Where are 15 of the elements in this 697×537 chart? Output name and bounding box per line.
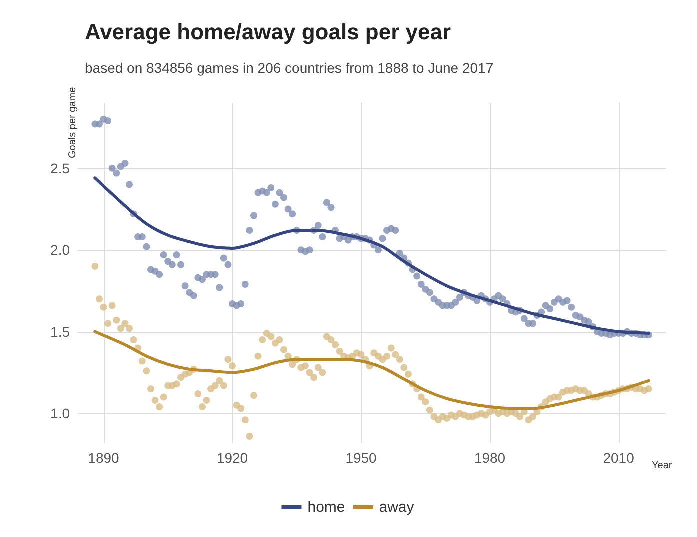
y-tick-label: 2.0	[50, 242, 70, 258]
y-axis-title: Goals per game	[68, 86, 78, 158]
x-tick-label: 1890	[88, 450, 120, 466]
x-axis-title: Year	[652, 460, 673, 472]
legend-label: away	[379, 499, 415, 516]
x-tick-label: 1980	[474, 450, 506, 466]
y-tick-label: 2.5	[50, 160, 70, 176]
chart-subtitle: based on 834856 games in 206 countries from 1888 to June 2017	[85, 60, 494, 76]
chart-title: Average home/away goals per year	[85, 20, 452, 44]
legend-label: home	[308, 499, 346, 516]
y-tick-label: 1.5	[50, 324, 70, 340]
x-tick-label: 2010	[603, 450, 635, 466]
x-tick-label: 1950	[346, 450, 378, 466]
y-tick-label: 1.0	[50, 406, 70, 422]
x-tick-label: 1920	[216, 450, 248, 466]
